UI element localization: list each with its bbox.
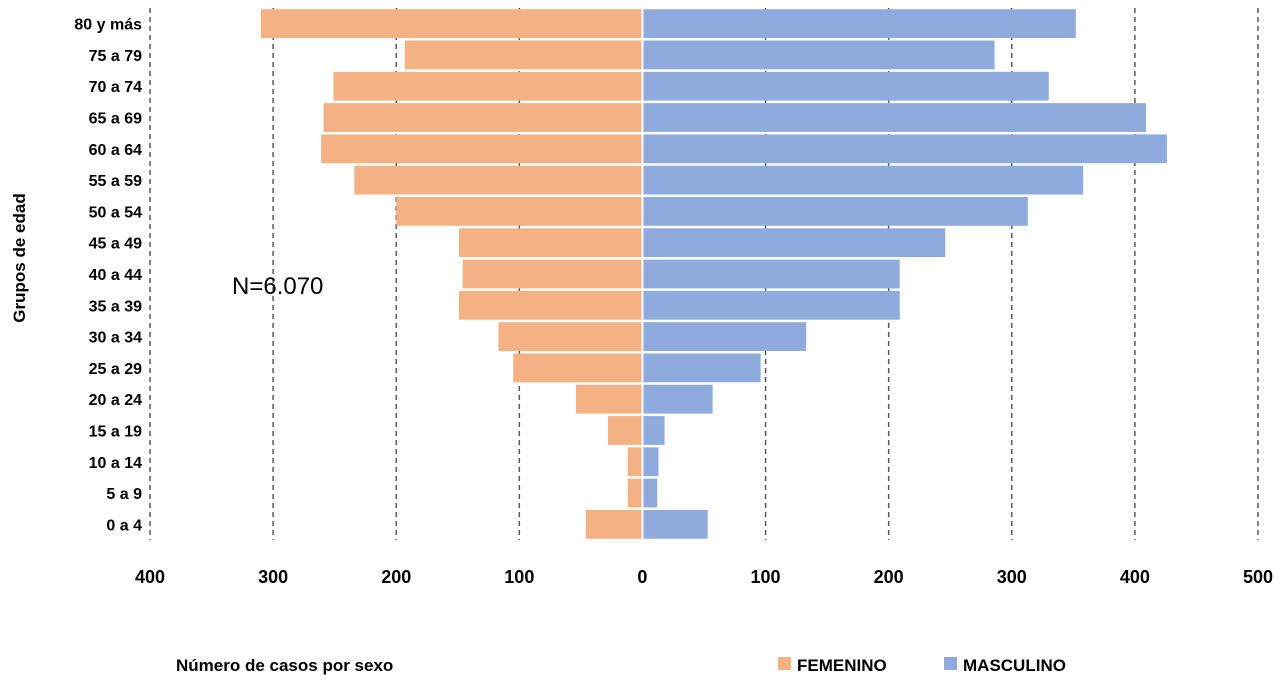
bar-masculino-15-a-19 [642,416,665,445]
category-label-20-a-24: 20 a 24 [89,392,142,409]
bar-femenino-0-a-4 [585,509,643,539]
bar-femenino-35-a-39 [459,290,643,320]
category-label-30-a-34: 30 a 34 [89,330,142,347]
category-label-40-a-44: 40 a 44 [89,267,142,284]
category-label-50-a-54: 50 a 54 [89,204,142,221]
bar-masculino-30-a-34 [642,322,807,351]
total-cases-annotation: N=6.070 [232,273,323,300]
category-label-25-a-29: 25 a 29 [89,361,142,378]
x-tick-label-5: 100 [751,567,781,587]
legend-swatch-masculino [944,657,957,670]
category-labels: 80 y más 75 a 79 70 a 74 65 a 69 60 a 64 55 a… [74,17,142,535]
category-label-55-a-59: 55 a 59 [89,173,142,190]
legend-label-femenino: FEMENINO [797,656,887,675]
x-tick-label-7: 300 [997,567,1027,587]
bar-femenino-75-a-79 [404,40,643,70]
legend-swatch-femenino [778,657,791,670]
bar-masculino-65-a-69 [642,103,1146,132]
bar-femenino-55-a-59 [354,165,643,195]
bar-femenino-80-y-m-s [260,9,643,39]
bar-femenino-15-a-19 [607,416,643,445]
bar-femenino-60-a-64 [321,134,643,164]
category-label-65-a-69: 65 a 69 [89,111,142,128]
bar-masculino-60-a-64 [642,134,1167,164]
x-axis-title: Número de casos por sexo [176,656,393,675]
x-tick-label-2: 200 [381,567,411,587]
bar-femenino-20-a-24 [575,384,643,414]
x-tick-labels: 400 300 200 100 0 100 200 300 400 500 [135,567,1273,587]
legend-label-masculino: MASCULINO [963,656,1066,675]
bar-femenino-40-a-44 [462,259,643,289]
category-label-10-a-14: 10 a 14 [89,455,142,472]
bar-femenino-25-a-29 [513,353,643,383]
bar-masculino-25-a-29 [642,353,761,383]
category-label-5-a-9: 5 a 9 [106,486,142,503]
x-tick-label-3: 100 [504,567,534,587]
category-label-0-a-4: 0 a 4 [106,517,142,534]
bar-femenino-10-a-14 [627,447,643,477]
category-label-70-a-74: 70 a 74 [89,79,142,96]
bars-layer [260,9,1167,539]
bar-masculino-80-y-m-s [642,9,1076,39]
y-axis-title: Grupos de edad [10,193,29,322]
bar-masculino-10-a-14 [642,447,659,477]
bar-masculino-20-a-24 [642,384,713,414]
legend: FEMENINO MASCULINO [778,656,1066,675]
bar-masculino-50-a-54 [642,197,1028,226]
bar-femenino-30-a-34 [498,322,643,351]
bar-femenino-70-a-74 [333,71,643,101]
bar-masculino-40-a-44 [642,259,900,289]
category-label-60-a-64: 60 a 64 [89,142,142,159]
category-label-45-a-49: 45 a 49 [89,236,142,253]
bar-masculino-0-a-4 [642,509,708,539]
bar-masculino-70-a-74 [642,71,1049,101]
bar-masculino-45-a-49 [642,228,946,258]
category-label-80-y-m-s: 80 y más [74,17,142,34]
x-tick-label-4: 0 [637,567,647,587]
x-tick-label-1: 300 [258,567,288,587]
bar-femenino-65-a-69 [323,103,643,132]
x-tick-label-6: 200 [874,567,904,587]
bar-femenino-50-a-54 [396,197,643,226]
bar-femenino-5-a-9 [627,478,643,508]
category-label-75-a-79: 75 a 79 [89,48,142,65]
x-tick-label-9: 500 [1243,567,1273,587]
bar-femenino-45-a-49 [459,228,643,258]
bar-masculino-35-a-39 [642,290,900,320]
category-label-15-a-19: 15 a 19 [89,423,142,440]
bar-masculino-75-a-79 [642,40,995,70]
category-label-35-a-39: 35 a 39 [89,298,142,315]
x-tick-label-0: 400 [135,567,165,587]
bar-masculino-5-a-9 [642,478,658,508]
x-tick-label-8: 400 [1120,567,1150,587]
bar-masculino-55-a-59 [642,165,1084,195]
